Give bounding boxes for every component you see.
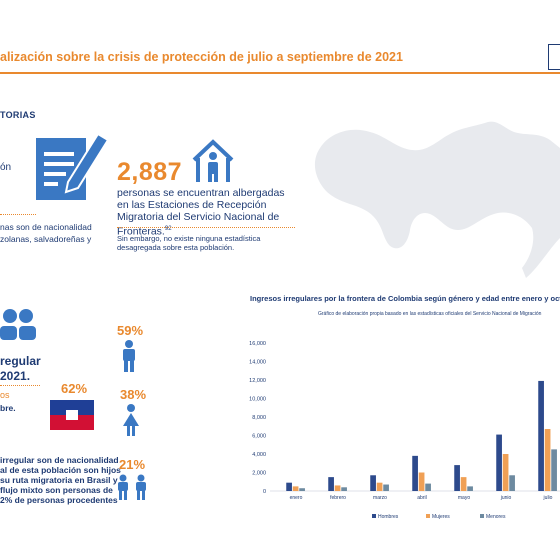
x-tick-label: marzo xyxy=(373,495,387,501)
bar-menores xyxy=(341,487,347,491)
sheltered-description: personas se encuentran albergadas en las… xyxy=(117,187,285,238)
chart-title: Ingresos irregulares por la frontera de … xyxy=(250,294,560,303)
legend-swatch xyxy=(426,514,430,518)
dotted-divider xyxy=(0,214,36,215)
left-fragment-c1: regular xyxy=(0,354,41,368)
bar-hombres xyxy=(538,380,544,491)
y-tick-label: 8,000 xyxy=(252,415,266,421)
left-fragment-e2: al de esta población son hijos xyxy=(0,465,121,475)
left-fragment-e5: 2% de personas procedentes xyxy=(0,495,118,505)
dotted-divider xyxy=(117,227,295,228)
y-tick-label: 16,000 xyxy=(249,341,266,347)
page-title: alización sobre la crisis de protección … xyxy=(0,50,403,64)
bar-mujeres xyxy=(502,454,509,491)
bar-hombres xyxy=(454,465,460,491)
bar-hombres xyxy=(328,477,334,491)
chart-subtitle: Gráfico de elaboración propia basado en … xyxy=(318,311,542,317)
dotted-divider xyxy=(0,385,40,386)
men-percentage: 59% xyxy=(117,323,144,338)
left-fragment-e4: flujo mixto son personas de xyxy=(0,485,113,495)
children-percentage: 21% xyxy=(119,457,146,472)
children-icon xyxy=(118,474,146,500)
y-tick-label: 14,000 xyxy=(249,360,266,366)
group-people-icon xyxy=(0,309,36,340)
y-tick-label: 10,000 xyxy=(249,397,266,403)
left-fragment-c2: 2021. xyxy=(0,369,31,383)
header-divider xyxy=(0,72,560,74)
left-fragment-e1: irregular son de nacionalidad xyxy=(0,455,119,465)
y-tick-label: 4,000 xyxy=(252,452,266,458)
legend-swatch xyxy=(480,514,484,518)
left-fragment-d1: os xyxy=(0,390,10,400)
y-tick-label: 12,000 xyxy=(249,378,266,384)
x-tick-label: junio xyxy=(500,495,512,501)
document-pen-icon xyxy=(36,132,110,200)
man-icon xyxy=(123,340,135,372)
y-tick-label: 0 xyxy=(263,489,266,495)
bar-mujeres xyxy=(544,429,551,491)
legend-label: Menores xyxy=(486,514,506,520)
bar-mujeres xyxy=(334,485,341,491)
panama-map xyxy=(314,121,560,278)
bar-menores xyxy=(383,484,389,491)
logo-mark xyxy=(548,44,560,70)
left-fragment-b1: nas son de nacionalidad xyxy=(0,222,92,232)
bar-menores xyxy=(509,475,515,491)
bar-menores xyxy=(551,449,557,491)
bar-mujeres xyxy=(292,486,299,491)
bar-mujeres xyxy=(376,482,383,491)
bar-menores xyxy=(425,483,431,491)
x-tick-label: julio xyxy=(543,495,553,501)
y-tick-label: 2,000 xyxy=(252,471,266,477)
left-fragment-b2: zolanas, salvadoreñas y xyxy=(0,234,92,244)
bar-chart: 0 2,000 4,000 6,000 8,000 10,000 12,000 14,000 1… xyxy=(249,341,560,520)
x-tick-label: enero xyxy=(290,495,303,501)
left-fragment-a: ón xyxy=(0,162,12,173)
left-fragment-e3: su ruta migratoria en Brasil y xyxy=(0,475,118,485)
women-percentage: 38% xyxy=(120,387,147,402)
sheltered-count: 2,887 xyxy=(117,158,183,186)
bar-hombres xyxy=(286,482,292,491)
bar-menores xyxy=(467,486,473,491)
bar-hombres xyxy=(412,455,418,491)
haiti-percentage: 62% xyxy=(61,381,88,396)
x-tick-label: abril xyxy=(417,495,426,501)
bar-mujeres xyxy=(418,472,425,491)
legend-label: Hombres xyxy=(378,514,399,520)
legend-swatch xyxy=(372,514,376,518)
x-tick-label: febrero xyxy=(330,495,346,501)
sheltered-note: Sin embargo, no existe ninguna estadísti… xyxy=(117,234,261,252)
haiti-flag xyxy=(50,400,94,430)
x-tick-label: mayo xyxy=(458,495,470,501)
y-tick-label: 6,000 xyxy=(252,434,266,440)
left-fragment-d2: bre. xyxy=(0,403,16,413)
bar-hombres xyxy=(370,475,376,491)
bar-hombres xyxy=(496,434,502,491)
legend-label: Mujeres xyxy=(432,514,450,520)
bar-menores xyxy=(299,488,305,491)
section-label: TORIAS xyxy=(0,110,36,120)
bar-mujeres xyxy=(460,477,467,491)
woman-icon xyxy=(123,404,139,436)
shelter-person-icon xyxy=(192,139,234,182)
